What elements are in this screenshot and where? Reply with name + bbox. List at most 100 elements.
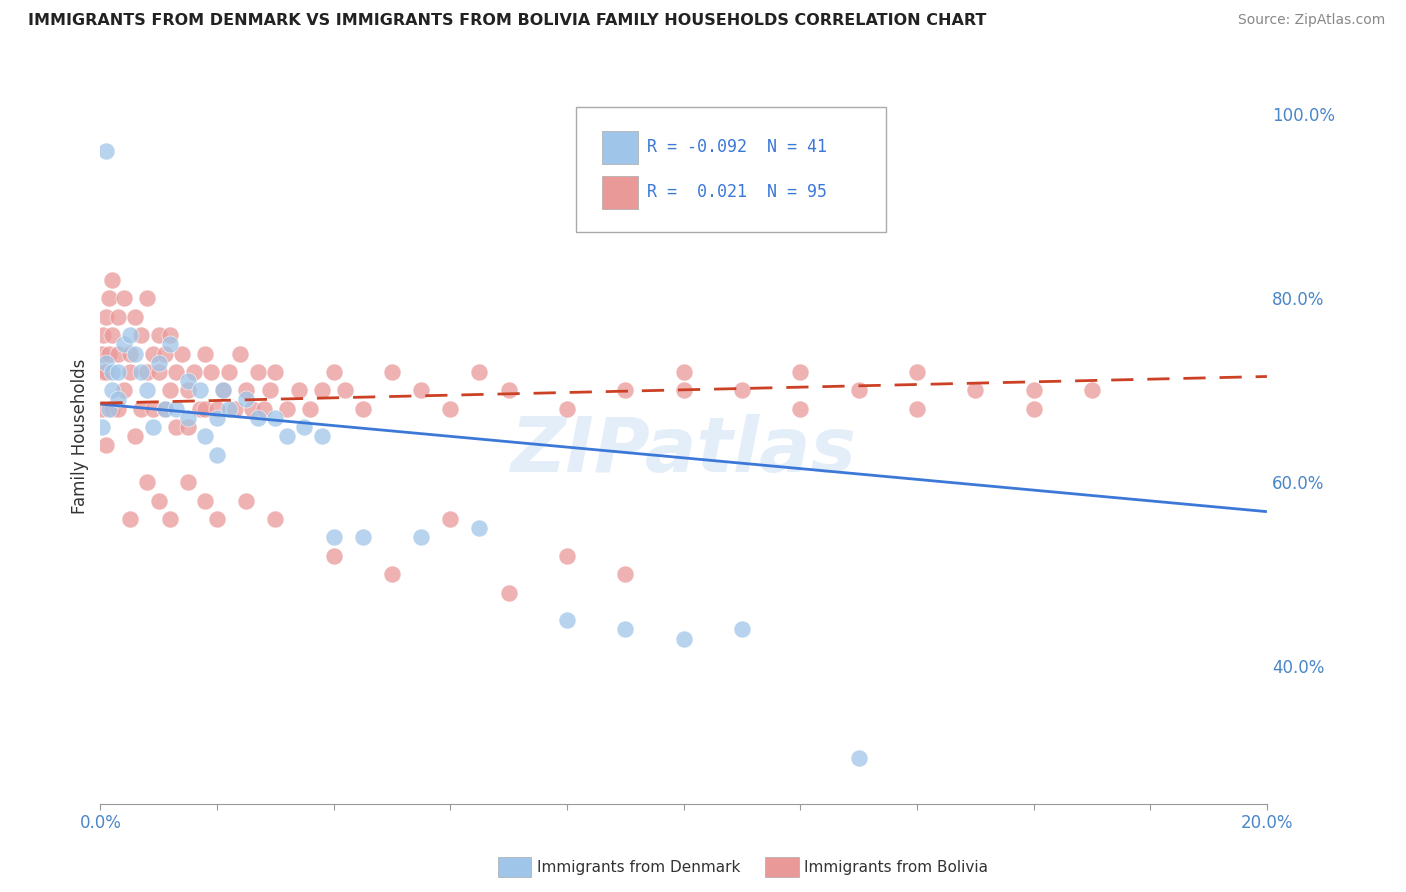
Point <box>555 549 578 563</box>
Point <box>112 384 135 398</box>
Point <box>498 384 520 398</box>
Point <box>848 384 870 398</box>
Point <box>194 429 217 443</box>
Point <box>439 512 461 526</box>
Point <box>101 273 124 287</box>
Point <box>118 328 141 343</box>
Point <box>468 365 491 379</box>
Point <box>194 346 217 360</box>
Point <box>235 493 257 508</box>
Point <box>311 384 333 398</box>
Point <box>96 310 118 324</box>
Text: R =  0.021  N = 95: R = 0.021 N = 95 <box>647 183 827 201</box>
Point <box>240 401 263 416</box>
Point <box>381 365 404 379</box>
Point <box>205 410 228 425</box>
Point <box>188 384 211 398</box>
Point <box>259 384 281 398</box>
Point <box>672 632 695 646</box>
Point <box>90 401 112 416</box>
Point <box>352 401 374 416</box>
Point <box>96 365 118 379</box>
Point <box>194 493 217 508</box>
Point <box>411 530 433 544</box>
Point <box>218 401 240 416</box>
Point <box>165 401 187 416</box>
Point <box>235 384 257 398</box>
Point <box>352 530 374 544</box>
Point <box>200 365 222 379</box>
Point <box>439 401 461 416</box>
Point <box>555 613 578 627</box>
Point <box>165 420 187 434</box>
Point <box>118 346 141 360</box>
Point <box>177 374 200 388</box>
Point <box>101 328 124 343</box>
Point <box>177 475 200 490</box>
Point <box>177 384 200 398</box>
Point <box>148 328 170 343</box>
Point <box>153 401 176 416</box>
Point <box>264 512 287 526</box>
Point <box>159 512 181 526</box>
Point <box>129 328 152 343</box>
Point <box>183 365 205 379</box>
Point <box>107 392 129 407</box>
Point <box>498 585 520 599</box>
Point <box>98 291 121 305</box>
Point <box>96 438 118 452</box>
Point <box>142 420 165 434</box>
Text: IMMIGRANTS FROM DENMARK VS IMMIGRANTS FROM BOLIVIA FAMILY HOUSEHOLDS CORRELATION: IMMIGRANTS FROM DENMARK VS IMMIGRANTS FR… <box>28 13 987 29</box>
Point <box>468 521 491 535</box>
Point <box>965 384 987 398</box>
Point <box>224 401 246 416</box>
Point <box>153 401 176 416</box>
Point <box>107 401 129 416</box>
Point <box>159 337 181 351</box>
Point <box>205 512 228 526</box>
Point <box>322 530 344 544</box>
Point <box>253 401 276 416</box>
Point <box>118 365 141 379</box>
Point <box>136 384 159 398</box>
Point <box>107 365 129 379</box>
Point <box>235 392 257 407</box>
Point <box>98 401 121 416</box>
Point <box>177 410 200 425</box>
Point <box>124 346 146 360</box>
Point <box>672 365 695 379</box>
Point <box>229 346 252 360</box>
Point <box>136 291 159 305</box>
Text: Immigrants from Bolivia: Immigrants from Bolivia <box>804 860 988 874</box>
Point <box>101 384 124 398</box>
Point <box>672 384 695 398</box>
Point <box>129 401 152 416</box>
Point <box>118 512 141 526</box>
Point <box>1022 384 1045 398</box>
Point <box>96 356 118 370</box>
Point <box>311 429 333 443</box>
Point <box>246 365 269 379</box>
Point <box>322 365 344 379</box>
Point <box>153 346 176 360</box>
Point <box>218 365 240 379</box>
Point <box>211 384 233 398</box>
Point <box>294 420 316 434</box>
Point <box>90 420 112 434</box>
Point <box>614 384 637 398</box>
Text: ZIPatlas: ZIPatlas <box>510 414 856 488</box>
Point <box>91 346 114 360</box>
Point <box>165 365 187 379</box>
Point <box>159 328 181 343</box>
Point <box>101 401 124 416</box>
Y-axis label: Family Households: Family Households <box>72 359 89 514</box>
Point <box>264 410 287 425</box>
Point <box>101 365 124 379</box>
Point <box>211 384 233 398</box>
Text: Source: ZipAtlas.com: Source: ZipAtlas.com <box>1237 13 1385 28</box>
Point <box>411 384 433 398</box>
Point <box>731 623 754 637</box>
Point <box>136 475 159 490</box>
Point <box>129 365 152 379</box>
Point <box>381 567 404 582</box>
